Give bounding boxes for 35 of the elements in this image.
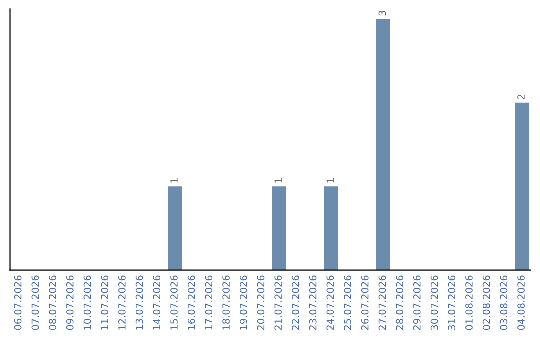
- x-tick-label: 28.07.2026: [396, 276, 404, 330]
- x-tick-label: 19.07.2026: [240, 276, 248, 330]
- data-label: 1: [170, 178, 178, 183]
- x-tick-label: 26.07.2026: [361, 276, 369, 330]
- x-tick-label: 01.08.2026: [466, 276, 473, 330]
- x-tick-label: 16.07.2026: [188, 276, 196, 330]
- x-tick-label: 04.08.2026: [518, 276, 525, 330]
- x-tick-label: 31.07.2026: [448, 276, 456, 330]
- x-tick-label: 23.07.2026: [309, 276, 317, 330]
- x-tick-label: 13.07.2026: [136, 276, 144, 330]
- x-tick-label: 22.07.2026: [292, 276, 300, 330]
- x-tick-label: 20.07.2026: [257, 276, 265, 330]
- x-tick-label: 03.08.2026: [500, 276, 508, 330]
- x-tick-label: 12.07.2026: [118, 276, 126, 330]
- x-tick-label: 02.08.2026: [482, 276, 490, 330]
- x-tick-label: 07.07.2026: [32, 276, 40, 330]
- x-tick-label: 30.07.2026: [430, 276, 438, 330]
- data-label: 1: [274, 178, 282, 183]
- x-tick-label: 17.07.2026: [205, 276, 213, 330]
- x-tick-label: 11.07.2026: [101, 276, 109, 330]
- x-tick-label: 08.07.2026: [49, 276, 56, 330]
- x-tick-label: 18.07.2026: [222, 276, 230, 330]
- x-tick-label: 10.07.2026: [84, 276, 92, 330]
- x-tick-label: 21.07.2026: [274, 276, 282, 330]
- x-tick-label: 14.07.2026: [153, 276, 161, 330]
- x-tick-label: 27.07.2026: [378, 276, 386, 330]
- x-tick-label: 15.07.2026: [170, 276, 178, 330]
- x-tick-label: 25.07.2026: [344, 276, 352, 330]
- data-label: 1: [326, 178, 334, 183]
- x-tick-label: 24.07.2026: [326, 276, 334, 330]
- x-tick-label: 09.07.2026: [66, 276, 74, 330]
- data-label: 3: [378, 11, 386, 16]
- x-tick-label: 06.07.2026: [14, 276, 22, 330]
- data-label: 2: [518, 94, 525, 100]
- x-tick-label: 29.07.2026: [414, 276, 421, 330]
